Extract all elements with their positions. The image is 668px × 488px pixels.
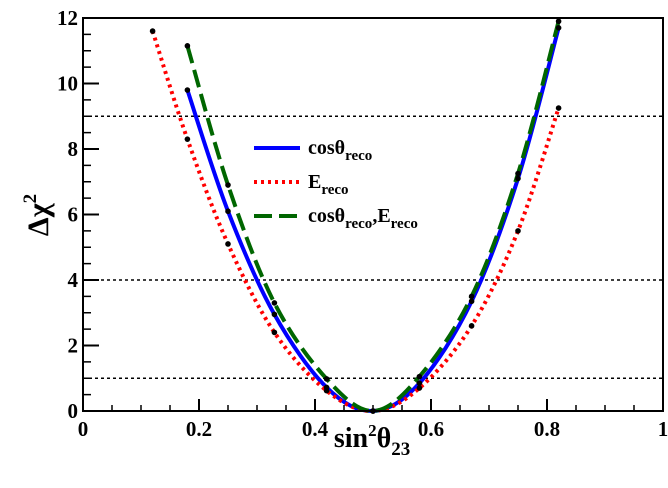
- axis-ticks: [82, 17, 664, 412]
- data-point-combined: [555, 18, 562, 25]
- data-point-combined: [515, 170, 521, 177]
- x-tick-label: 0.2: [186, 417, 212, 441]
- y-tick-label: 2: [68, 334, 79, 358]
- data-point-cos: [468, 298, 475, 305]
- series-line-combined: [185, 20, 561, 414]
- y-tick-label: 6: [68, 203, 79, 227]
- reference-lines: [83, 115, 663, 380]
- x-tick-label: 1: [658, 417, 668, 441]
- data-point-cos: [225, 208, 231, 215]
- data-point-e: [225, 241, 231, 247]
- data-point-e: [323, 387, 330, 394]
- y-tick-label: 12: [57, 6, 78, 30]
- data-point-e: [416, 385, 423, 391]
- legend-label-cos: cosθreco: [308, 137, 372, 164]
- data-point-cos: [271, 311, 278, 318]
- data-point-e: [515, 228, 521, 234]
- data-point-cos: [416, 380, 423, 386]
- x-tick-label: 0: [78, 417, 89, 441]
- series-points: [149, 18, 562, 414]
- x-tick-label: 0.6: [418, 417, 444, 441]
- data-point-e: [149, 28, 156, 34]
- data-point-e: [184, 136, 191, 142]
- legend: cosθreco Ereco cosθreco,Ereco: [254, 137, 418, 232]
- legend-label-combined: cosθreco,Ereco: [308, 205, 418, 232]
- data-point-cos: [515, 175, 521, 182]
- data-point-combined: [184, 43, 191, 49]
- y-tick-label: 4: [68, 268, 79, 292]
- data-point-e: [468, 323, 475, 329]
- y-tick-label: 0: [68, 399, 79, 423]
- y-axis-title: Δχ2: [20, 194, 55, 236]
- data-point-e: [271, 329, 278, 336]
- data-point-combined: [225, 182, 231, 188]
- data-point-combined: [468, 293, 475, 300]
- series-line-e: [150, 30, 561, 414]
- data-point-cos: [555, 25, 562, 31]
- x-tick-label: 0.4: [302, 417, 329, 441]
- legend-label-e: Ereco: [308, 171, 349, 198]
- data-point-e: [555, 105, 562, 111]
- data-point-combined: [416, 373, 423, 380]
- data-point-combined: [271, 300, 278, 306]
- data-point-cos: [184, 87, 191, 93]
- data-point-combined: [323, 376, 330, 382]
- y-tick-label: 8: [68, 137, 79, 161]
- y-tick-label: 10: [57, 72, 78, 96]
- x-tick-label: 0.8: [534, 417, 560, 441]
- x-axis-title: sin2θ23: [334, 421, 410, 460]
